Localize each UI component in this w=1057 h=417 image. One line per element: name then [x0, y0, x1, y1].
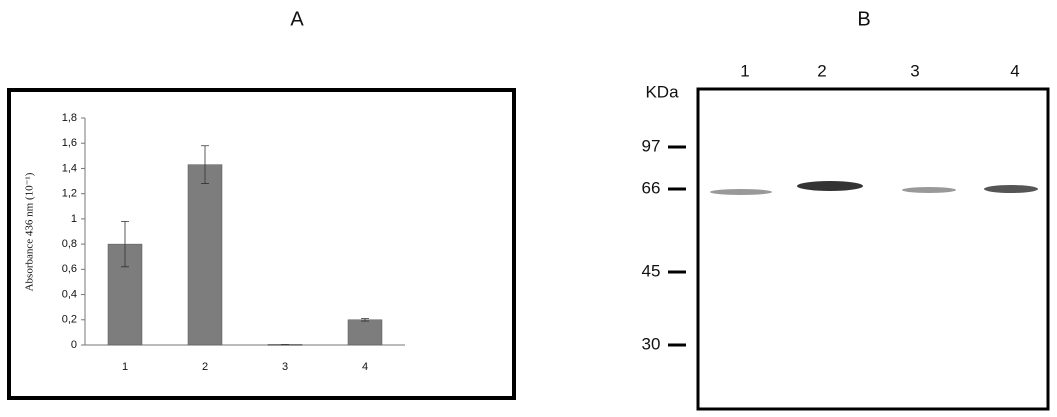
x-tick-label: 4 [362, 361, 368, 373]
band [710, 189, 772, 195]
band [902, 187, 956, 193]
y-tick-label: 0,4 [62, 288, 77, 300]
y-tick-label: 1 [71, 213, 77, 225]
band [984, 185, 1038, 193]
marker-ticks [668, 147, 686, 345]
unit-label: KDa [645, 82, 679, 101]
y-tick-label: 0,2 [62, 314, 77, 326]
bar [188, 165, 222, 345]
y-tick-label: 0,8 [62, 238, 77, 250]
marker-label: 30 [642, 334, 661, 353]
y-tick-label: 1,4 [62, 162, 77, 174]
marker-label: 97 [642, 136, 661, 155]
lane-label: 3 [910, 61, 919, 80]
y-tick-label: 1,2 [62, 188, 77, 200]
lane-label: 4 [1010, 61, 1019, 80]
panel-title: A [290, 8, 304, 30]
panel-title: B [857, 8, 870, 30]
y-tick-label: 0 [71, 339, 77, 351]
x-tick-label: 3 [282, 361, 288, 373]
blot-frame [698, 89, 1048, 409]
figure: A Absorbance 436 nm (10⁻¹) B 1 2 3 4 KDa… [0, 0, 1057, 417]
band [797, 181, 863, 191]
y-tick-label: 0,6 [62, 263, 77, 275]
marker-label: 66 [642, 178, 661, 197]
lane-label: 2 [817, 61, 826, 80]
x-tick-label: 1 [122, 361, 128, 373]
y-axis-label: Absorbance 436 nm (10⁻¹) [24, 172, 36, 291]
bar [348, 320, 382, 345]
marker-label: 45 [642, 261, 661, 280]
x-tick-label: 2 [202, 361, 208, 373]
lane-label: 1 [740, 61, 749, 80]
blot-panel: B 1 2 3 4 KDa 97 66 45 30 [642, 8, 1048, 409]
y-tick-label: 1,8 [62, 112, 77, 124]
y-tick-label: 1,6 [62, 137, 77, 149]
